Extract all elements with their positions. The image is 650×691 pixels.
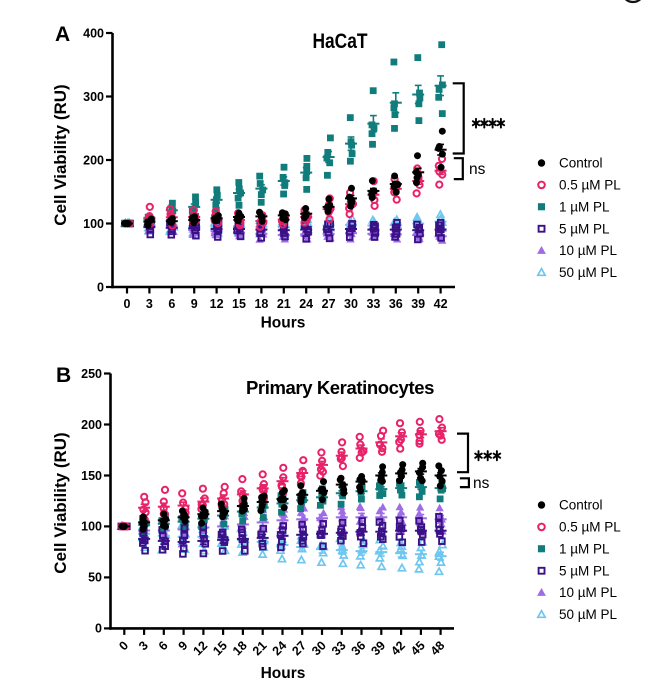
svg-text:50 µM PL: 50 µM PL [559, 607, 618, 622]
svg-text:15: 15 [232, 297, 246, 311]
svg-text:0: 0 [124, 297, 131, 311]
svg-text:0: 0 [95, 622, 102, 636]
svg-text:30: 30 [344, 297, 358, 311]
svg-text:18: 18 [254, 297, 268, 311]
svg-text:6: 6 [168, 297, 175, 311]
svg-text:27: 27 [322, 297, 336, 311]
svg-text:3: 3 [146, 297, 153, 311]
svg-text:ns: ns [473, 475, 490, 492]
svg-text:1 µM PL: 1 µM PL [559, 199, 610, 214]
svg-text:Hours: Hours [261, 315, 306, 332]
svg-text:Hours: Hours [261, 665, 306, 682]
svg-text:5 µM PL: 5 µM PL [559, 563, 610, 578]
svg-text:39: 39 [411, 297, 425, 311]
svg-text:50: 50 [88, 571, 102, 585]
svg-text:50 µM PL: 50 µM PL [559, 265, 618, 280]
svg-text:150: 150 [81, 469, 102, 483]
svg-text:Cell Viability (RU): Cell Viability (RU) [51, 84, 70, 225]
svg-text:10 µM PL: 10 µM PL [559, 243, 618, 258]
svg-text:10 µM PL: 10 µM PL [559, 585, 618, 600]
svg-text:400: 400 [83, 26, 104, 40]
svg-text:200: 200 [83, 153, 104, 167]
svg-text:ns: ns [469, 161, 486, 178]
svg-text:0: 0 [97, 280, 104, 294]
svg-text:33: 33 [366, 297, 380, 311]
svg-text:12: 12 [210, 297, 224, 311]
svg-text:9: 9 [191, 297, 198, 311]
svg-text:HaCaT: HaCaT [312, 29, 367, 53]
svg-text:300: 300 [83, 90, 104, 104]
svg-text:1 µM PL: 1 µM PL [559, 541, 610, 556]
svg-text:Control: Control [559, 498, 603, 513]
svg-text:B: B [56, 364, 71, 387]
svg-text:24: 24 [299, 297, 313, 311]
svg-text:21: 21 [277, 297, 291, 311]
svg-text:Primary Keratinocytes: Primary Keratinocytes [246, 377, 434, 398]
svg-text:42: 42 [434, 297, 448, 311]
svg-text:100: 100 [83, 217, 104, 231]
svg-text:250: 250 [81, 367, 102, 381]
svg-text:5 µM PL: 5 µM PL [559, 221, 610, 236]
svg-text:Control: Control [559, 156, 603, 171]
svg-text:36: 36 [389, 297, 403, 311]
svg-text:A: A [55, 23, 70, 46]
svg-text:0.5 µM PL: 0.5 µM PL [559, 520, 621, 535]
svg-text:200: 200 [81, 418, 102, 432]
svg-text:0.5 µM PL: 0.5 µM PL [559, 178, 621, 193]
svg-text:100: 100 [81, 520, 102, 534]
svg-text:Cell Viability (RU): Cell Viability (RU) [51, 432, 70, 573]
